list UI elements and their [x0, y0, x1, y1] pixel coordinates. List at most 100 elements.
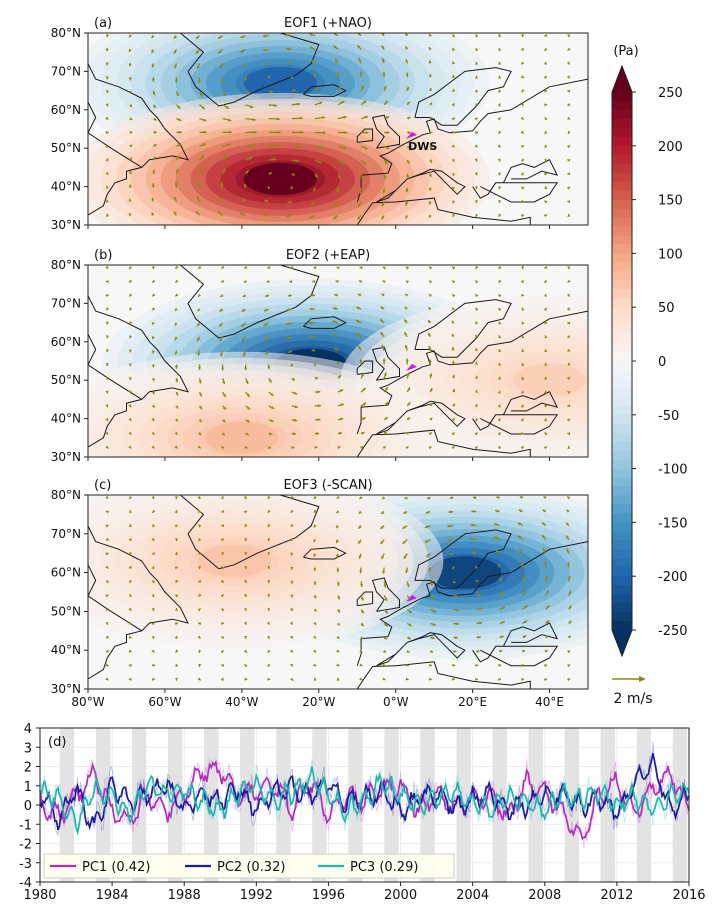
wind-vector-head [152, 92, 156, 96]
wind-vector-head [293, 391, 298, 395]
wind-vector-head [105, 594, 109, 598]
wind-vector-head [452, 61, 456, 65]
wind-vector-head [546, 605, 550, 609]
wind-vector-head [359, 266, 363, 270]
wind-vector-head [336, 266, 340, 270]
wind-vector-head [566, 61, 570, 65]
wind-vector-head [406, 372, 410, 376]
wind-vector-head [299, 145, 303, 149]
wind-vector-head [362, 387, 366, 391]
x-tick-label: 2016 [672, 888, 705, 903]
panel-label: (a) [94, 16, 112, 31]
wind-vector-head [151, 431, 155, 435]
wind-vector-head [498, 294, 502, 298]
wind-vector-head [270, 392, 274, 396]
dws-marker [406, 363, 418, 371]
wind-vector-head [313, 495, 317, 499]
wind-vector-head [336, 583, 340, 587]
wind-vector-head [428, 663, 432, 667]
wind-vector-head [566, 186, 571, 190]
wind-vector-head [405, 663, 409, 667]
wind-vector-head [294, 418, 298, 422]
wind-vector-head [151, 622, 155, 626]
colorbar-segment [612, 190, 632, 201]
wind-vector-head [174, 182, 178, 186]
wind-vector-head [152, 509, 156, 513]
wind-vector-head [267, 523, 271, 528]
wind-vector-head [542, 509, 546, 513]
wind-vector-head [428, 294, 433, 298]
wind-vector-head [220, 79, 225, 83]
wind-vector-head [241, 338, 245, 342]
wind-vector-head [334, 347, 338, 351]
wind-vector-head [475, 307, 479, 312]
wind-vector-head [497, 89, 501, 93]
colorbar-segment [612, 217, 632, 228]
wind-vector-head [105, 417, 108, 422]
wind-vector-head [544, 279, 548, 283]
wind-vector-head [198, 380, 202, 384]
wind-vector-head [105, 510, 109, 514]
wind-vector-head [406, 583, 410, 588]
wind-vector-head [498, 48, 502, 52]
wind-vector-head [474, 432, 478, 436]
anomaly-core [205, 421, 279, 454]
wind-vector-head [336, 71, 340, 75]
wind-vector-head [424, 525, 428, 529]
wind-vector-head [474, 348, 479, 352]
wind-vector-head [475, 334, 479, 338]
wind-vector-head [105, 158, 109, 162]
wind-vector-head [497, 376, 501, 380]
wind-vector-head [359, 663, 363, 667]
wind-vector-head [105, 431, 109, 435]
wind-vector-head [336, 649, 340, 653]
wind-vector-head [432, 622, 436, 626]
colorbar-tick-label: 100 [658, 247, 683, 262]
wind-vector-head [151, 350, 155, 354]
legend: PC1 (0.42) PC2 (0.32) PC3 (0.29) [43, 853, 455, 879]
colorbar-segment [612, 567, 632, 577]
wind-vector-head [220, 293, 224, 297]
wind-vector-head [105, 363, 109, 366]
wind-vector-head [128, 417, 132, 422]
wind-vector-head [497, 677, 502, 682]
wind-vector-head [567, 334, 571, 338]
wind-vector-head [105, 76, 109, 80]
wind-vector-head [313, 553, 317, 557]
wind-vector-head [314, 174, 318, 178]
wind-vector-head [219, 196, 223, 201]
wind-vector-head [497, 390, 501, 394]
wind-vector-head [358, 280, 363, 284]
wind-vector-head [106, 47, 110, 52]
coastline [371, 114, 400, 149]
wind-vector-head [405, 570, 409, 574]
y-tick-label: -4 [19, 876, 32, 891]
wind-vector-head [197, 566, 202, 570]
wind-vector-head [474, 361, 478, 365]
wind-vector-head [219, 308, 223, 312]
wind-vector-head [566, 535, 569, 539]
wind-vector-head [174, 445, 178, 449]
wind-vector-head [246, 419, 250, 423]
wind-vector-head [309, 335, 313, 339]
wind-vector-head [322, 116, 326, 120]
wind-vector-head [452, 200, 456, 204]
map-field [88, 265, 588, 457]
wind-vector-head [405, 293, 409, 297]
dws-marker [406, 131, 418, 139]
wind-vector-head [449, 552, 453, 556]
wind-vector-head [289, 607, 293, 611]
wind-vector-head [286, 47, 290, 51]
wind-vector-head [498, 362, 502, 366]
wind-vector-head [521, 89, 525, 93]
wind-vector-head [267, 509, 271, 513]
wind-vector-head [265, 351, 269, 355]
colorbar-segment [612, 576, 632, 586]
wind-vector-head [521, 293, 525, 297]
wind-vector-head [429, 214, 432, 218]
wind-vector-head [429, 266, 433, 270]
wind-vector-head [332, 307, 336, 311]
wind-vector-head [520, 404, 524, 408]
coastline [414, 529, 512, 589]
wind-vector-head [361, 431, 365, 435]
